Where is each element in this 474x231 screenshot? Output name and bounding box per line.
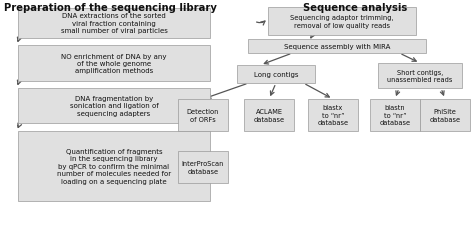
Text: NO enrichment of DNA by any
of the whole genome
amplification methods: NO enrichment of DNA by any of the whole… — [61, 53, 167, 74]
Text: Short contigs,
unassembled reads: Short contigs, unassembled reads — [387, 70, 453, 83]
Text: Sequence analysis: Sequence analysis — [303, 3, 407, 13]
Text: blastn
to “nr”
database: blastn to “nr” database — [380, 105, 410, 126]
FancyBboxPatch shape — [308, 100, 358, 131]
Text: Long contigs: Long contigs — [254, 72, 298, 78]
Text: Quantification of fragments
in the sequencing library
by qPCR to confirm the min: Quantification of fragments in the seque… — [57, 148, 171, 184]
FancyBboxPatch shape — [378, 64, 462, 89]
FancyBboxPatch shape — [18, 131, 210, 201]
FancyBboxPatch shape — [420, 100, 470, 131]
Text: Detection
of ORFs: Detection of ORFs — [187, 109, 219, 122]
FancyBboxPatch shape — [268, 8, 416, 36]
Text: ACLAME
database: ACLAME database — [254, 109, 284, 122]
FancyBboxPatch shape — [18, 89, 210, 123]
Text: Sequence assembly with MIRA: Sequence assembly with MIRA — [284, 44, 390, 50]
FancyBboxPatch shape — [370, 100, 420, 131]
FancyBboxPatch shape — [244, 100, 294, 131]
Text: blastx
to “nr”
database: blastx to “nr” database — [318, 105, 348, 126]
FancyBboxPatch shape — [178, 100, 228, 131]
Text: DNA extractions of the sorted
viral fraction containing
small number of viral pa: DNA extractions of the sorted viral frac… — [61, 13, 167, 34]
FancyBboxPatch shape — [237, 66, 315, 84]
FancyBboxPatch shape — [18, 9, 210, 39]
Text: InterProScan
database: InterProScan database — [182, 161, 224, 174]
Text: PhiSite
database: PhiSite database — [429, 109, 461, 122]
FancyBboxPatch shape — [178, 151, 228, 183]
Text: Preparation of the sequencing library: Preparation of the sequencing library — [4, 3, 217, 13]
FancyBboxPatch shape — [18, 46, 210, 82]
FancyBboxPatch shape — [248, 40, 426, 54]
Text: DNA fragmentation by
sonication and ligation of
sequencing adapters: DNA fragmentation by sonication and liga… — [70, 96, 158, 116]
Text: Sequencing adaptor trimming,
removal of low quality reads: Sequencing adaptor trimming, removal of … — [290, 15, 394, 29]
